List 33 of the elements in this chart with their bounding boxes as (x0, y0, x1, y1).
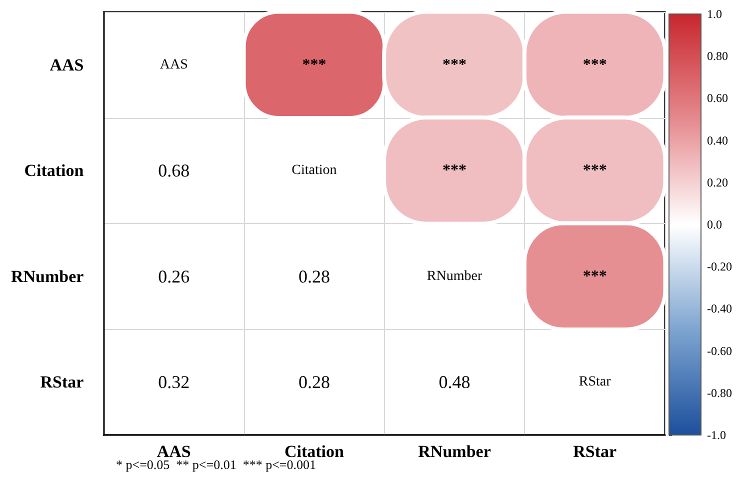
color-bar-label: 0.80 (707, 49, 728, 64)
y-tick-label: Citation (24, 161, 84, 180)
y-tick-label: AAS (50, 55, 84, 74)
data-label: *** (582, 268, 607, 285)
data-label: *** (302, 56, 326, 74)
color-bar-label: -0.40 (707, 302, 732, 316)
color-bar-label: -1.0 (707, 428, 726, 442)
text: 0.32 (158, 372, 190, 392)
color-bar-label: -0.80 (707, 386, 732, 400)
text: RNumber (426, 268, 482, 284)
text: RStar (578, 374, 611, 390)
y-tick-label: RStar (40, 372, 84, 392)
text: 0.26 (158, 266, 190, 286)
y-tick-label: RNumber (10, 266, 84, 286)
x-tick-label: RNumber (418, 442, 492, 461)
text: 0.28 (298, 372, 330, 392)
color-bar-label: -0.60 (707, 344, 732, 358)
color-bar-label: 1.0 (707, 7, 722, 21)
text: AAS (160, 57, 188, 72)
color-bar-label: 0.20 (707, 175, 728, 190)
data-label: *** (442, 56, 467, 74)
text: 0.48 (438, 372, 470, 392)
text: 0.68 (158, 160, 190, 181)
color-bar-label: 0.40 (707, 133, 728, 148)
text: Citation (292, 163, 337, 178)
color-bar-label: 0.0 (707, 218, 722, 232)
text: 0.28 (298, 266, 330, 286)
data-label: *** (582, 162, 607, 180)
color-bar-label: 0.60 (707, 91, 728, 106)
color-bar-label: -0.20 (707, 260, 732, 274)
data-label: *** (582, 56, 607, 74)
x-tick-label: RStar (573, 442, 618, 461)
data-label: *** (442, 162, 467, 180)
